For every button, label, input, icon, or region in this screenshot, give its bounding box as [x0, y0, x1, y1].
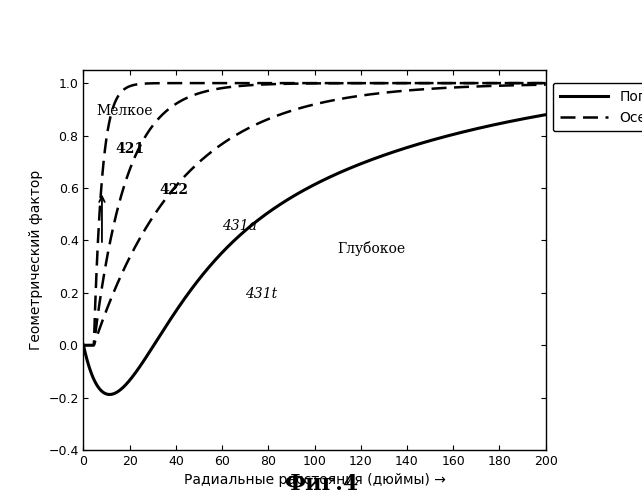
Y-axis label: Геометрический фактор: Геометрический фактор	[29, 170, 42, 350]
Text: Фиг.4: Фиг.4	[284, 473, 358, 495]
Text: Глубокое: Глубокое	[338, 242, 406, 256]
Text: 421: 421	[116, 142, 145, 156]
Legend: Попереч, Осевая: Попереч, Осевая	[553, 82, 642, 132]
X-axis label: Радиальные расстояния (дюймы) →: Радиальные расстояния (дюймы) →	[184, 474, 446, 488]
Text: 431a: 431a	[222, 219, 257, 233]
Text: Мелкое: Мелкое	[96, 104, 153, 118]
Text: 422: 422	[160, 184, 189, 198]
Text: 431t: 431t	[245, 287, 277, 301]
